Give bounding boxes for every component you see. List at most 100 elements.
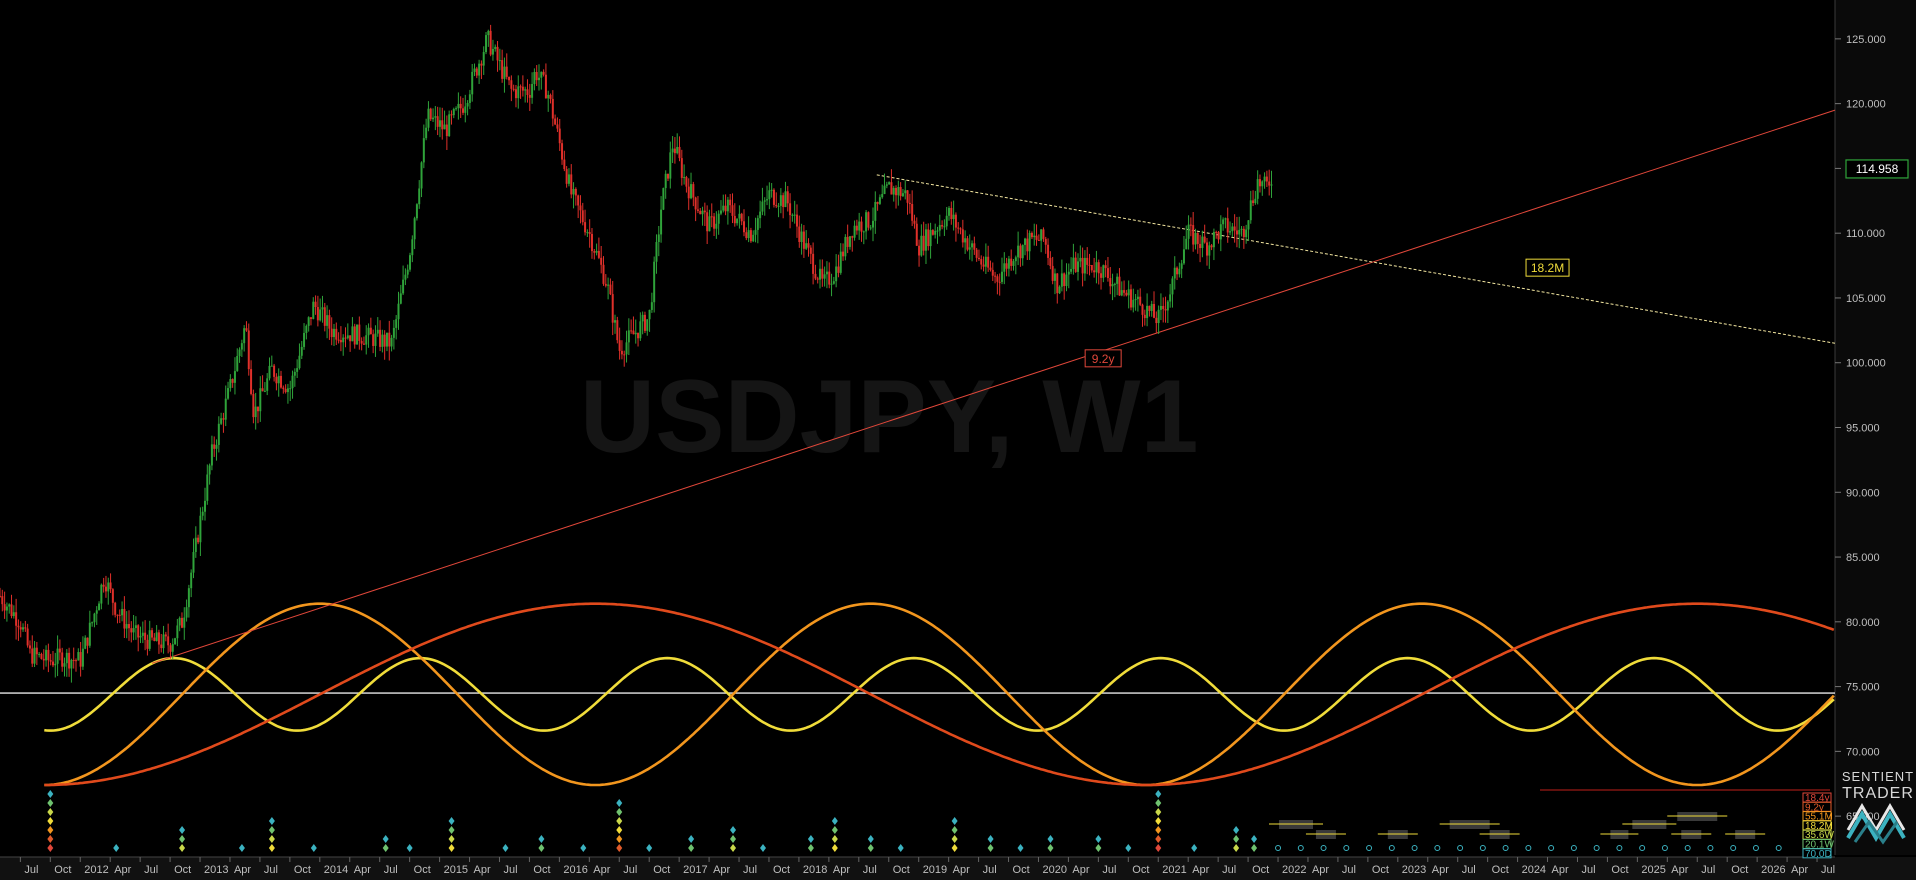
candle-body xyxy=(213,444,216,449)
trough-diamond xyxy=(688,844,695,852)
brand-line1: SENTIENT xyxy=(1842,769,1914,784)
candle-body xyxy=(160,644,163,649)
candle-body xyxy=(574,188,577,196)
candle-body xyxy=(1037,239,1040,241)
trough-diamond xyxy=(730,844,737,852)
candle-body xyxy=(782,195,785,208)
candle-body xyxy=(938,225,941,231)
candle-body xyxy=(1010,258,1013,266)
x-tick-label: 2020 xyxy=(1042,864,1066,876)
candle-body xyxy=(1083,257,1086,274)
candle-body xyxy=(201,511,204,516)
candle-body xyxy=(358,324,361,341)
trough-diamond xyxy=(688,835,695,843)
candle-body xyxy=(270,365,273,367)
candle-body xyxy=(528,94,531,98)
candle-body xyxy=(1042,229,1045,239)
trough-diamond xyxy=(1155,835,1162,843)
candle-body xyxy=(904,190,907,194)
trough-diamond xyxy=(268,817,275,825)
candle-body xyxy=(795,214,798,227)
candle-body xyxy=(1118,276,1121,296)
x-tick-label: 2024 xyxy=(1522,864,1546,876)
x-tick-label: Jul xyxy=(1342,864,1356,876)
candle-body xyxy=(501,60,504,79)
candle-body xyxy=(132,628,135,633)
candle-body xyxy=(673,148,676,154)
candle-body xyxy=(63,663,66,667)
candle-body xyxy=(220,418,223,424)
x-tick-label: Apr xyxy=(1791,864,1808,876)
candle-body xyxy=(438,120,441,127)
projection-marker xyxy=(1661,845,1668,851)
x-tick-label: Oct xyxy=(174,864,191,876)
candle-body xyxy=(618,340,621,351)
candle-body xyxy=(328,315,331,329)
candle-body xyxy=(252,393,255,418)
candle-body xyxy=(323,307,326,326)
candle-body xyxy=(353,326,356,345)
projection-marker xyxy=(1639,845,1646,851)
candle-body xyxy=(1100,273,1103,278)
candle-body xyxy=(268,365,271,379)
last-price-box xyxy=(1845,159,1909,179)
candle-body xyxy=(512,88,515,90)
candle-body xyxy=(231,379,234,383)
candle-body xyxy=(671,148,674,153)
x-tick-label: Oct xyxy=(533,864,550,876)
candle-body xyxy=(452,109,455,116)
candle-body xyxy=(35,647,38,655)
x-tick-label: 2018 xyxy=(803,864,827,876)
candle-body xyxy=(1139,296,1142,305)
candle-body xyxy=(441,120,444,130)
candle-body xyxy=(1079,257,1082,262)
candle-body xyxy=(1148,305,1151,311)
candle-body xyxy=(913,220,916,224)
candle-body xyxy=(289,388,292,390)
y-tick-label: 100.000 xyxy=(1846,358,1886,370)
candle-body xyxy=(851,236,854,238)
candle-body xyxy=(121,608,124,616)
candle-body xyxy=(422,138,425,163)
candle-body xyxy=(535,72,538,81)
candle-body xyxy=(224,398,227,420)
candle-body xyxy=(489,30,492,55)
candle-body xyxy=(1157,309,1160,324)
candle-body xyxy=(33,647,36,664)
candle-body xyxy=(510,80,513,89)
candle-body xyxy=(482,52,485,66)
candle-body xyxy=(1256,179,1259,199)
candle-body xyxy=(683,177,686,179)
candle-body xyxy=(1012,261,1015,266)
cycle-trough-markers xyxy=(47,790,1258,852)
candle-body xyxy=(634,332,637,335)
candle-body xyxy=(1222,219,1225,225)
candle-body xyxy=(736,218,739,224)
candle-body xyxy=(1258,179,1261,187)
trough-diamond xyxy=(179,835,186,843)
candle-body xyxy=(443,124,446,130)
candle-body xyxy=(125,624,128,629)
candle-body xyxy=(261,388,264,392)
candle-body xyxy=(459,103,462,109)
candle-body xyxy=(95,610,98,614)
trough-diamond xyxy=(448,844,455,852)
candle-body xyxy=(15,612,18,626)
candle-body xyxy=(1021,244,1024,259)
y-tick-label: 70.000 xyxy=(1846,746,1880,758)
candle-body xyxy=(1233,226,1236,231)
cycle-annotations: 18.2M 9.2y xyxy=(1084,258,1570,368)
candle-body xyxy=(798,226,801,242)
candle-body xyxy=(344,337,347,339)
candle-body xyxy=(356,324,359,345)
candle-body xyxy=(1143,314,1146,319)
candle-body xyxy=(807,243,810,248)
candle-body xyxy=(1005,263,1008,269)
candle-body xyxy=(1030,232,1033,238)
candle-body xyxy=(1127,289,1130,296)
candle-body xyxy=(22,627,25,630)
candle-body xyxy=(973,243,976,250)
candle-body xyxy=(521,86,524,91)
